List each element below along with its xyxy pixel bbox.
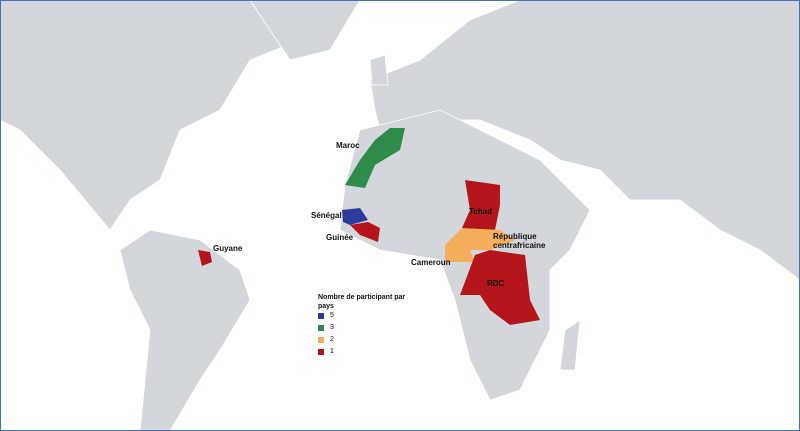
greenland xyxy=(249,0,361,61)
legend-swatch xyxy=(318,313,324,319)
country-label: Guyane xyxy=(213,244,243,253)
country-shape xyxy=(460,250,540,325)
country-shape xyxy=(462,180,500,235)
country-label: Cameroun xyxy=(411,258,451,267)
country-label: République centrafricaine xyxy=(493,232,546,250)
country-label: Tchad xyxy=(469,207,492,216)
legend-label: 1 xyxy=(330,348,334,355)
madagascar xyxy=(559,319,581,371)
country-shape xyxy=(462,228,515,250)
country-label: Maroc xyxy=(336,141,360,150)
country-label: RDC xyxy=(487,279,505,288)
legend-swatch xyxy=(318,325,324,331)
legend-label: 5 xyxy=(330,312,334,319)
legend-swatch xyxy=(318,349,324,355)
countries xyxy=(198,128,540,325)
legend-label: 3 xyxy=(330,324,334,331)
uk xyxy=(369,54,389,86)
legend-swatch xyxy=(318,337,324,343)
legend-title: Nombre de participant par pays xyxy=(318,294,406,310)
country-label: Guinée xyxy=(326,233,354,242)
country-shape xyxy=(198,250,212,266)
legend-label: 2 xyxy=(330,336,334,343)
country-shape xyxy=(350,222,380,242)
country-label: Sénégal xyxy=(311,211,342,220)
country-shape xyxy=(342,208,368,225)
country-shape xyxy=(445,228,475,262)
south-america xyxy=(119,229,251,431)
country-shape xyxy=(345,128,405,188)
